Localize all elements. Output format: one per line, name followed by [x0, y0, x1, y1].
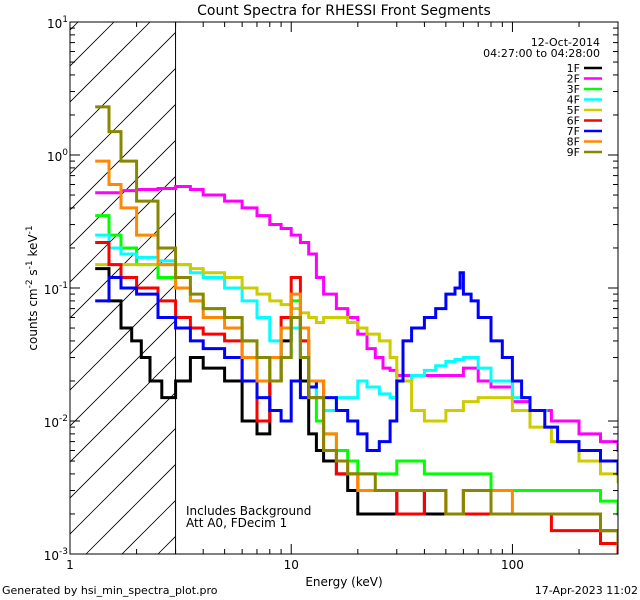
hatch-line: [70, 22, 151, 103]
y-label-exp-3: -1: [25, 225, 35, 234]
hatch-line: [70, 211, 176, 319]
hatch-line: [70, 31, 176, 139]
hatch-line: [70, 427, 176, 535]
y-tick-labels: 10-3 10-2 10-1 100 101: [44, 15, 69, 563]
chart-title: Count Spectra for RHESSI Front Segments: [197, 3, 491, 19]
y-axis-label: counts cm-2 s-1 keV-1: [25, 225, 40, 350]
x-tick-label: 1: [66, 558, 74, 572]
legend-label-3F: 3F: [567, 83, 580, 96]
legend-label-1F: 1F: [567, 62, 580, 75]
series-line-9F: [95, 105, 618, 545]
annotation-background: Includes Background: [186, 504, 311, 518]
y-tick-label: 101: [47, 15, 68, 31]
series-line-5F: [95, 263, 618, 484]
y-label-part-2: s: [26, 269, 40, 279]
footer-generated-by: Generated by hsi_min_spectra_plot.pro: [2, 584, 218, 597]
y-tick-label: 10-1: [44, 281, 68, 297]
legend-label-4F: 4F: [567, 94, 580, 107]
legend-label-6F: 6F: [567, 115, 580, 128]
y-tick-label: 100: [47, 148, 68, 164]
axis-ticks: [69, 21, 619, 555]
legend-label-8F: 8F: [567, 136, 580, 149]
x-tick-labels: 1 10 100: [66, 558, 524, 572]
y-tick-label: 10-2: [44, 414, 68, 430]
annotation-attenuator: Att A0, FDecim 1: [186, 516, 287, 530]
x-tick-label: 10: [284, 558, 299, 572]
x-axis-label: Energy (keV): [305, 575, 382, 589]
series-lines: [95, 105, 618, 554]
footer-timestamp: 17-Apr-2023 11:02: [535, 584, 638, 597]
legend-label-9F: 9F: [567, 146, 580, 159]
info-date: 12-Oct-2014: [531, 36, 600, 49]
y-label-part-3: keV: [26, 234, 40, 261]
legend-label-7F: 7F: [567, 125, 580, 138]
hatch-line: [70, 175, 176, 283]
y-label-exp-1: -2: [25, 279, 35, 288]
legend-label-5F: 5F: [567, 104, 580, 117]
hatch-line: [70, 391, 176, 499]
info-time-range: 04:27:00 to 04:28:00: [483, 47, 600, 60]
y-tick-label: 10-3: [44, 547, 68, 563]
hatch-line: [70, 247, 176, 355]
x-tick-label: 100: [501, 558, 524, 572]
series-line-7F: [95, 271, 618, 476]
hatch-line: [70, 67, 176, 175]
legend-label-2F: 2F: [567, 73, 580, 86]
y-label-part-1: counts cm: [26, 288, 40, 350]
y-label-exp-2: -1: [25, 260, 35, 269]
